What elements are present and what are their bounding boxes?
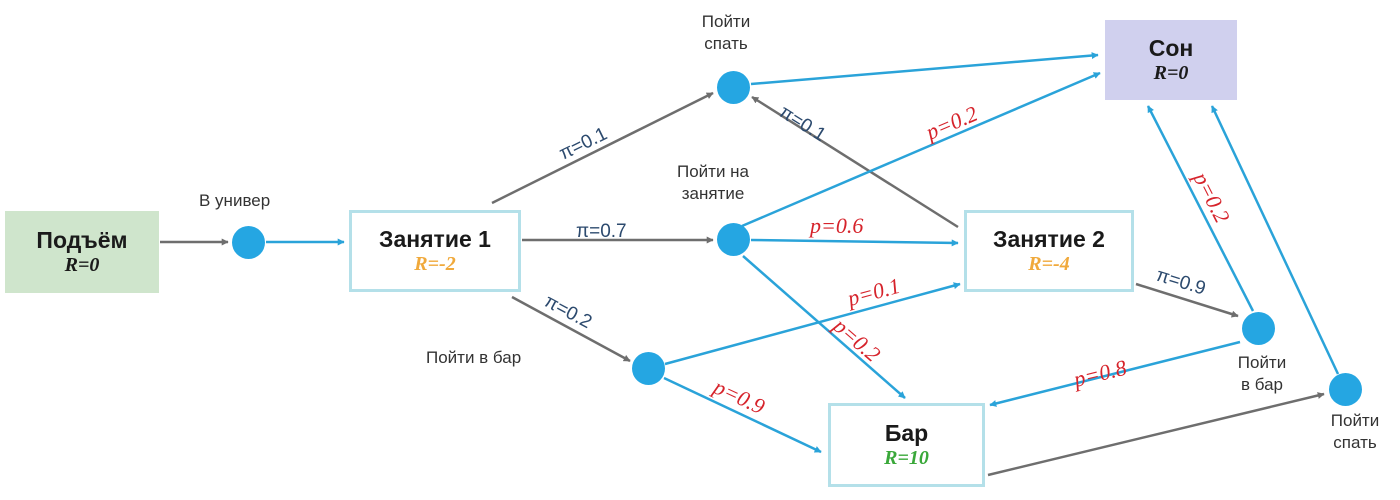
action-node-to-univ[interactable] (232, 226, 265, 259)
state-reward: R=0 (64, 253, 100, 276)
action-label-bar-from-lesson2: Пойти в бар (1237, 353, 1287, 395)
action-node-sleep-from-bar[interactable] (1329, 373, 1362, 406)
arrow-bar-sleep (987, 392, 1325, 477)
arrow-bar1-lesson2 (664, 282, 961, 366)
arrow-lesson-bar (742, 255, 906, 399)
prob-label-lesson-bar: p=0.2 (827, 312, 885, 367)
arrow-lesson1-bar (511, 295, 631, 363)
policy-label-lesson2-bar: π=0.9 (1154, 265, 1209, 300)
action-node-go-to-lesson[interactable] (717, 223, 750, 256)
arrow-sleep2-sleep (1210, 105, 1340, 375)
action-label-go-to-lesson: Пойти на занятие (676, 162, 750, 204)
arrow-lesson1-sleep (491, 91, 714, 205)
action-node-sleep-from-lesson1[interactable] (717, 71, 750, 104)
state-reward: R=0 (1153, 61, 1189, 84)
state-reward: R=10 (884, 446, 929, 469)
action-node-bar-from-lesson1[interactable] (632, 352, 665, 385)
arrow-lesson-lesson2 (750, 238, 959, 247)
prob-label-bar2-bar: p=0.8 (1069, 355, 1129, 393)
arrow-lesson-sleep (741, 71, 1101, 228)
action-node-bar-from-lesson2[interactable] (1242, 312, 1275, 345)
action-label-to-univ: В универ (199, 191, 271, 210)
state-sleep[interactable]: Сон R=0 (1105, 20, 1237, 100)
state-name: Бар (884, 420, 929, 447)
action-label-sleep-from-lesson1: Пойти спать (701, 12, 751, 54)
state-lesson-1[interactable]: Занятие 1 R=-2 (349, 210, 521, 292)
arrow-lesson2-sleep (751, 95, 959, 229)
policy-label-lesson2-sleep: π=0.1 (775, 101, 829, 146)
state-lesson-2[interactable]: Занятие 2 R=-4 (964, 210, 1134, 292)
policy-label-lesson1-lesson: π=0.7 (576, 221, 627, 242)
arrow-lesson2-bar (1135, 282, 1239, 318)
prob-label-bar1-lesson2: p=0.1 (843, 273, 903, 311)
prob-label-lesson-lesson2: p=0.6 (808, 213, 863, 238)
state-name: Сон (1148, 35, 1194, 62)
arrow-sleep1-sleep (750, 52, 1099, 86)
arrow-bar2-bar (989, 340, 1241, 407)
arrow-bar1-bar (663, 376, 822, 454)
prob-label-lesson-sleep: p=0.2 (920, 101, 981, 146)
state-reward: R=-4 (1028, 252, 1070, 275)
state-reward: R=-2 (414, 252, 456, 275)
state-name: Занятие 2 (993, 226, 1105, 253)
state-name: Занятие 1 (379, 226, 491, 253)
state-name: Подъём (36, 227, 128, 254)
arrow-bar2-sleep (1146, 105, 1255, 312)
action-label-bar-from-lesson1: Пойти в бар (426, 348, 522, 367)
state-wake[interactable]: Подъём R=0 (5, 211, 159, 293)
state-bar[interactable]: Бар R=10 (828, 403, 985, 487)
action-label-sleep-from-bar: Пойти спать (1330, 411, 1380, 453)
